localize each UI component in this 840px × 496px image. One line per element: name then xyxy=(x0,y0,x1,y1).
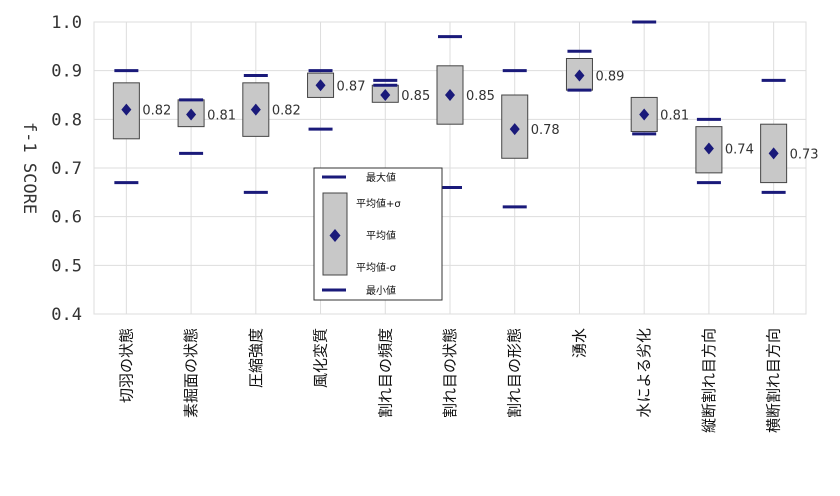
category-label: 割れ目の状態 xyxy=(441,328,459,418)
data-label: 0.82 xyxy=(142,104,171,119)
legend-max-label: 最大値 xyxy=(366,171,396,184)
category-labels: 切羽の状態 素掘面の状態 圧縮強度 風化変質 割れ目の頻度 割れ目の状態 割れ目の形態 湧水 水… xyxy=(117,328,782,433)
data-label: 0.85 xyxy=(401,89,430,104)
y-axis-ticks: 0.4 0.5 0.6 0.7 0.8 0.9 1.0 xyxy=(51,13,82,325)
category-label: 割れ目の頻度 xyxy=(376,328,394,418)
category-label: 横断割れ目方向 xyxy=(765,328,783,433)
mean-marker xyxy=(768,147,779,160)
data-label: 0.82 xyxy=(272,104,301,119)
y-tick-label: 0.5 xyxy=(51,256,82,276)
y-tick-label: 0.9 xyxy=(51,62,82,82)
mean-marker xyxy=(574,69,585,82)
category-label: 縦断割れ目方向 xyxy=(700,328,718,433)
y-tick-label: 1.0 xyxy=(51,13,82,33)
category-label: 水による劣化 xyxy=(635,328,653,418)
legend-mean-label: 平均値 xyxy=(366,229,396,242)
y-tick-label: 0.6 xyxy=(51,208,82,228)
data-label: 0.81 xyxy=(660,108,689,123)
category-label: 切羽の状態 xyxy=(117,328,135,403)
sigma-box xyxy=(501,94,529,159)
legend-min-label: 最小値 xyxy=(366,284,396,297)
mean-marker xyxy=(703,142,714,155)
category-label: 割れ目の形態 xyxy=(506,328,524,418)
category-label: 風化変質 xyxy=(312,328,330,388)
mean-marker xyxy=(445,89,455,101)
legend-mean-marker xyxy=(329,229,341,242)
category-label: 湧水 xyxy=(570,328,588,358)
data-label: 0.81 xyxy=(207,108,236,123)
mean-marker xyxy=(639,108,650,121)
category-label: 圧縮強度 xyxy=(247,328,265,388)
data-label: 0.89 xyxy=(595,70,624,85)
y-axis-label: f-1 SCORE xyxy=(19,122,39,214)
data-label: 0.73 xyxy=(790,147,819,162)
y-tick-label: 0.8 xyxy=(51,110,82,130)
mean-marker xyxy=(380,89,391,101)
y-tick-label: 0.7 xyxy=(51,159,82,179)
data-label: 0.74 xyxy=(725,143,754,158)
mean-marker xyxy=(186,108,197,121)
y-tick-label: 0.4 xyxy=(51,305,82,325)
mean-marker xyxy=(315,79,326,92)
plot-area: 0.82 0.81 0.82 0.87 0.85 0.85 0.78 0.89 0.81 0.74… xyxy=(112,20,819,209)
mean-marker xyxy=(509,123,520,136)
legend-plus-sigma-label: 平均値+σ xyxy=(356,197,401,210)
data-label: 0.85 xyxy=(466,89,495,104)
legend: 最大値 平均値+σ 平均値 平均値-σ 最小値 xyxy=(313,167,443,301)
legend-minus-sigma-label: 平均値-σ xyxy=(356,261,397,274)
data-label: 0.87 xyxy=(337,79,366,94)
data-label: 0.78 xyxy=(531,123,560,138)
mean-marker xyxy=(250,103,261,116)
category-label: 素掘面の状態 xyxy=(182,328,200,418)
mean-marker xyxy=(121,103,132,116)
